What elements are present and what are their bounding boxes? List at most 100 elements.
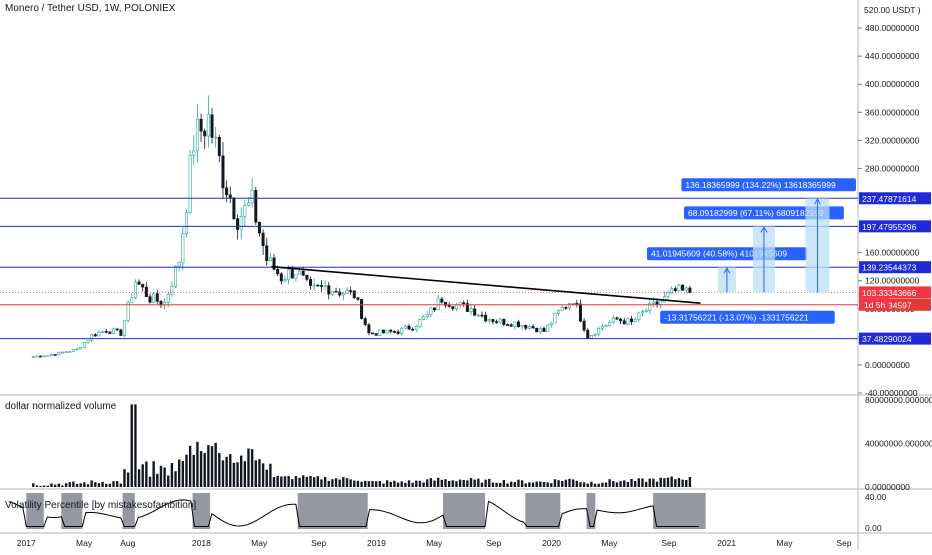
volume-bar [553, 479, 557, 487]
volume-bar [148, 476, 152, 487]
volume-bar [542, 482, 546, 487]
volume-bar [436, 477, 440, 487]
candle [509, 324, 513, 327]
candle [71, 349, 75, 352]
volume-bar [502, 480, 506, 487]
low-volatility-zone [61, 493, 83, 529]
volume-bar [590, 481, 593, 487]
candle [611, 317, 615, 323]
candle [560, 307, 564, 311]
volume-bar [188, 445, 192, 487]
measure-arrowhead [814, 198, 821, 205]
candle [268, 257, 272, 262]
volume-bar [145, 461, 148, 487]
volume-bar [105, 483, 108, 487]
volume-bar [382, 483, 385, 487]
candle [232, 197, 236, 219]
candle [195, 118, 199, 152]
volume-bar [597, 483, 600, 487]
volume-bar [528, 482, 531, 487]
volume-bar [221, 460, 225, 487]
volume-bar [283, 476, 287, 487]
candle [60, 351, 64, 354]
volume-bar [196, 441, 199, 487]
candle [546, 324, 550, 332]
candle [414, 325, 418, 330]
volume-bar [250, 449, 254, 487]
candle [243, 205, 247, 217]
volume-bar [488, 478, 491, 487]
candle [586, 329, 590, 339]
volume-bar [236, 462, 239, 487]
volume-bar [192, 454, 195, 487]
candle [192, 150, 196, 156]
candle [681, 284, 685, 291]
volume-bar [53, 484, 57, 487]
candle [64, 351, 68, 354]
volume-bar [243, 461, 247, 487]
candle [520, 324, 524, 328]
volume-bar [280, 476, 283, 487]
price-tick-label: 440.00000000 [865, 51, 920, 61]
time-tick-label: Sep [661, 538, 676, 548]
volume-bar [571, 479, 575, 487]
volume-bar [247, 448, 250, 487]
candle [174, 265, 178, 287]
chart-title: Monero / Tether USD, 1W, POLONIEX [5, 3, 176, 14]
price-tick-label: 320.00000000 [865, 135, 920, 145]
candle [371, 332, 375, 335]
candle [323, 285, 327, 287]
volume-bar [276, 475, 279, 487]
volume-bar [674, 479, 677, 487]
volume-bar [345, 478, 349, 487]
candle [177, 262, 181, 267]
volume-bar [254, 460, 257, 487]
candle [389, 329, 393, 332]
volume-bar [137, 469, 141, 487]
volume-bar [509, 481, 513, 487]
candle [363, 318, 367, 326]
candle [141, 284, 145, 288]
candle [97, 331, 101, 337]
volume-bar [240, 455, 243, 487]
candle [217, 136, 221, 157]
volume-bar [561, 481, 564, 487]
candle [604, 325, 608, 328]
candle [476, 314, 480, 317]
volume-bar [458, 479, 462, 487]
candle [257, 221, 261, 234]
volume-bar [593, 483, 597, 487]
volume-bar [422, 482, 425, 487]
candle [316, 284, 320, 287]
time-tick-label: May [426, 538, 443, 548]
volume-bar [258, 459, 261, 487]
candle [425, 314, 429, 318]
candle [644, 310, 648, 312]
volume-bar [152, 461, 155, 487]
volume-bar [177, 459, 181, 487]
candle [600, 326, 604, 329]
volatility-line [8, 499, 699, 527]
candle [301, 270, 305, 276]
candle [630, 318, 634, 322]
candle [115, 328, 119, 331]
currency-label: 520.00 USDT ) [864, 5, 921, 15]
volume-bar [83, 482, 86, 487]
volume-bar [32, 483, 35, 487]
volume-bar [655, 481, 659, 487]
volume-bar [531, 482, 535, 487]
volume-bar [462, 479, 465, 487]
volume-bar [203, 453, 206, 487]
countdown-label: 1d 5h [864, 300, 886, 310]
candle [360, 299, 364, 319]
candle [155, 293, 159, 302]
volume-bar [141, 464, 144, 487]
indicator [8, 493, 706, 529]
volume-bar [666, 477, 670, 487]
candle [126, 301, 130, 321]
time-tick-label: Aug [120, 538, 135, 548]
candle [433, 307, 437, 311]
volume-bar [506, 483, 509, 487]
